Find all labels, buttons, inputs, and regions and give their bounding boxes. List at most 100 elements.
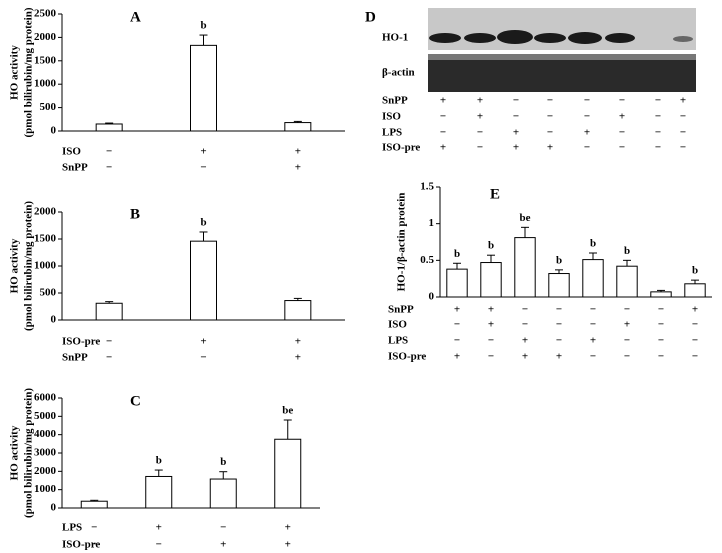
- y-tick-label: 500: [40, 287, 57, 299]
- condition-sign: +: [513, 127, 519, 139]
- y-tick-label: 1500: [34, 233, 57, 245]
- annotation: b: [454, 248, 460, 260]
- condition-sign: −: [513, 111, 519, 123]
- y-tick-label: 2000: [34, 31, 57, 43]
- bar: [190, 44, 217, 132]
- condition-sign: −: [522, 319, 528, 331]
- condition-sign: −: [680, 111, 686, 123]
- condition-sign: −: [624, 351, 630, 363]
- condition-sign: +: [440, 95, 446, 107]
- condition-sign: +: [295, 336, 301, 348]
- y-tick-label: 3000: [34, 447, 57, 459]
- condition-sign: +: [624, 319, 630, 331]
- condition-sign: +: [285, 522, 291, 534]
- y-tick-label: 500: [40, 101, 57, 113]
- bar: [548, 273, 570, 298]
- condition-sign: −: [556, 335, 562, 347]
- condition-sign: −: [547, 95, 553, 107]
- y-tick-label: 1000: [34, 260, 57, 272]
- panel-label: D: [365, 9, 376, 25]
- condition-sign: −: [658, 304, 664, 316]
- condition-name: ISO-pre: [382, 142, 420, 154]
- condition-name: LPS: [382, 127, 402, 139]
- condition-sign: +: [488, 319, 494, 331]
- condition-sign: −: [477, 127, 483, 139]
- bar: [480, 262, 502, 298]
- condition-sign: +: [156, 522, 162, 534]
- condition-sign: −: [624, 304, 630, 316]
- condition-sign: +: [556, 351, 562, 363]
- condition-sign: −: [513, 95, 519, 107]
- panel-label: E: [490, 186, 500, 202]
- condition-sign: −: [106, 352, 112, 364]
- condition-sign: −: [619, 127, 625, 139]
- condition-sign: +: [200, 146, 206, 158]
- y-tick-label: 1000: [34, 483, 57, 495]
- bar: [209, 478, 237, 509]
- y-tick-label: 0: [51, 502, 57, 514]
- condition-sign: −: [556, 304, 562, 316]
- condition-name: SnPP: [382, 95, 408, 107]
- condition-sign: −: [91, 539, 97, 551]
- annotation: b: [692, 265, 698, 277]
- condition-name: SnPP: [388, 304, 414, 316]
- annotation: be: [520, 212, 531, 224]
- condition-name: ISO: [62, 146, 81, 158]
- y-tick-label: 1500: [34, 54, 57, 66]
- condition-sign: +: [488, 304, 494, 316]
- condition-name: SnPP: [62, 162, 88, 174]
- condition-sign: −: [692, 351, 698, 363]
- bar: [514, 237, 536, 298]
- annotation: b: [624, 245, 630, 257]
- condition-sign: +: [522, 351, 528, 363]
- condition-sign: −: [488, 335, 494, 347]
- y-tick-label: 2500: [34, 8, 57, 20]
- panel-label: B: [130, 206, 140, 222]
- blot-bands: [429, 30, 693, 44]
- condition-sign: +: [454, 304, 460, 316]
- y-tick-label: 0: [51, 314, 57, 326]
- condition-sign: −: [106, 146, 112, 158]
- condition-sign: −: [590, 319, 596, 331]
- condition-sign: +: [454, 351, 460, 363]
- condition-sign: −: [584, 95, 590, 107]
- y-tick-label: 6000: [34, 392, 57, 404]
- condition-name: ISO: [382, 111, 401, 123]
- annotation: b: [156, 455, 162, 467]
- y-axis-label: HO activity: [9, 425, 21, 480]
- condition-sign: −: [91, 522, 97, 534]
- bar: [80, 500, 108, 509]
- y-axis-label: HO activity: [9, 45, 21, 100]
- condition-sign: −: [619, 142, 625, 154]
- annotation: be: [282, 405, 293, 417]
- bar: [145, 475, 173, 509]
- bar: [582, 259, 604, 298]
- blot-actin-edge: [428, 54, 696, 60]
- annotation: b: [200, 20, 206, 32]
- condition-sign: −: [220, 522, 226, 534]
- annotation: b: [590, 238, 596, 250]
- condition-sign: +: [220, 539, 226, 551]
- condition-sign: +: [590, 335, 596, 347]
- y-tick-label: 0: [429, 291, 435, 303]
- condition-sign: −: [680, 142, 686, 154]
- y-tick-label: 4000: [34, 428, 57, 440]
- condition-sign: +: [477, 111, 483, 123]
- condition-name: LPS: [62, 522, 82, 534]
- condition-sign: +: [680, 95, 686, 107]
- y-tick-label: 2000: [34, 206, 57, 218]
- condition-sign: +: [692, 304, 698, 316]
- condition-sign: −: [590, 304, 596, 316]
- condition-sign: −: [590, 351, 596, 363]
- condition-sign: −: [547, 127, 553, 139]
- bar: [274, 438, 302, 509]
- condition-name: ISO-pre: [388, 351, 426, 363]
- condition-sign: +: [477, 95, 483, 107]
- blot-actin: [428, 54, 696, 92]
- panel-label: A: [130, 9, 141, 25]
- condition-sign: −: [488, 351, 494, 363]
- condition-sign: −: [619, 95, 625, 107]
- condition-sign: −: [440, 111, 446, 123]
- condition-sign: +: [295, 146, 301, 158]
